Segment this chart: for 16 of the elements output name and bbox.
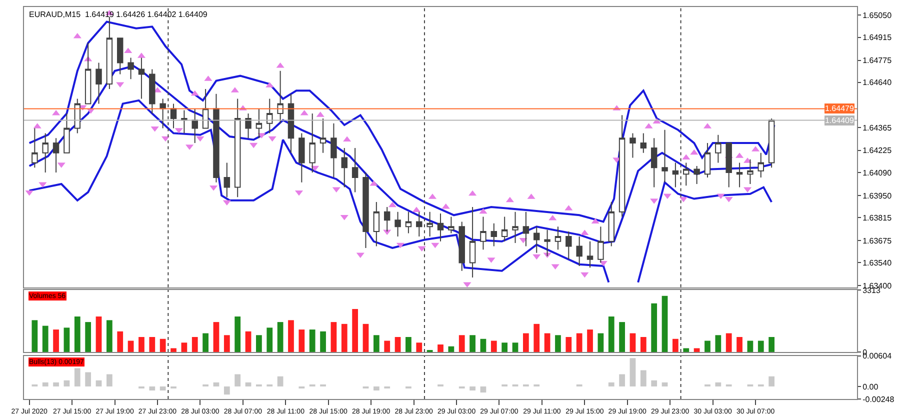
y-tick-label: 1.63950 [862,191,892,200]
y-tick-label: 1.64365 [862,123,892,132]
ref-line-label: 1.64479 [825,104,854,113]
y-tick-label: 1.64090 [862,168,892,178]
ref-line-label: 1.64409 [825,116,854,125]
y-tick-label: 1.64640 [862,78,892,88]
y-tick-label: 1.63540 [862,258,892,268]
y-tick-label: 1.63815 [862,213,892,222]
y-tick-label: 1.64225 [862,146,892,156]
chart-title: EURAUD,M15 1.64419 1.64426 1.64402 1.64409 [29,10,208,19]
y-tick-label: 1.63675 [862,236,892,246]
y-tick-label: 1.64775 [862,56,892,66]
y-tick-label: 1.64915 [862,33,892,42]
y-tick-label: -0.00248 [862,394,895,404]
y-tick-label: 0.00 [862,382,879,392]
y-tick-label: 1.65050 [862,11,892,20]
